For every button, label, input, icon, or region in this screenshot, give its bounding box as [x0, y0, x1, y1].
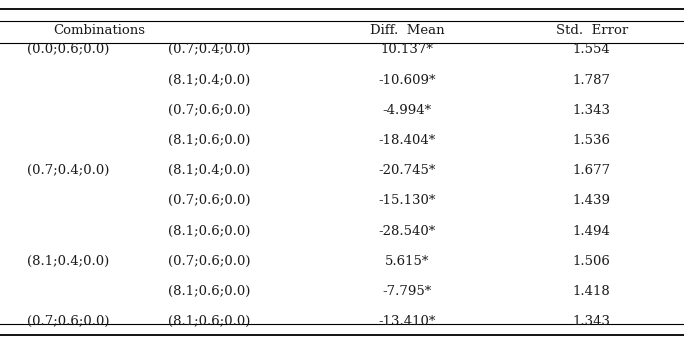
Text: (0.7;0.6;0.0): (0.7;0.6;0.0)	[27, 315, 110, 328]
Text: -28.540*: -28.540*	[378, 225, 436, 238]
Text: (0.7;0.6;0.0): (0.7;0.6;0.0)	[168, 104, 250, 117]
Text: -4.994*: -4.994*	[382, 104, 432, 117]
Text: 10.137*: 10.137*	[380, 43, 434, 56]
Text: (8.1;0.4;0.0): (8.1;0.4;0.0)	[27, 255, 109, 268]
Text: (8.1;0.6;0.0): (8.1;0.6;0.0)	[168, 315, 250, 328]
Text: 1.418: 1.418	[573, 285, 611, 298]
Text: 1.787: 1.787	[573, 74, 611, 87]
Text: Std.  Error: Std. Error	[555, 24, 628, 37]
Text: -7.795*: -7.795*	[382, 285, 432, 298]
Text: 1.554: 1.554	[573, 43, 611, 56]
Text: -13.410*: -13.410*	[378, 315, 436, 328]
Text: 1.439: 1.439	[573, 194, 611, 207]
Text: 1.677: 1.677	[573, 164, 611, 177]
Text: (0.7;0.4;0.0): (0.7;0.4;0.0)	[168, 43, 250, 56]
Text: 1.494: 1.494	[573, 225, 611, 238]
Text: Diff.  Mean: Diff. Mean	[369, 24, 445, 37]
Text: 1.506: 1.506	[573, 255, 611, 268]
Text: -15.130*: -15.130*	[378, 194, 436, 207]
Text: (8.1;0.4;0.0): (8.1;0.4;0.0)	[168, 164, 250, 177]
Text: (8.1;0.6;0.0): (8.1;0.6;0.0)	[168, 134, 250, 147]
Text: Combinations: Combinations	[53, 24, 145, 37]
Text: 1.343: 1.343	[573, 104, 611, 117]
Text: 5.615*: 5.615*	[385, 255, 429, 268]
Text: (8.1;0.6;0.0): (8.1;0.6;0.0)	[168, 225, 250, 238]
Text: (0.0;0.6;0.0): (0.0;0.6;0.0)	[27, 43, 109, 56]
Text: 1.343: 1.343	[573, 315, 611, 328]
Text: (8.1;0.4;0.0): (8.1;0.4;0.0)	[168, 74, 250, 87]
Text: -20.745*: -20.745*	[378, 164, 436, 177]
Text: (8.1;0.6;0.0): (8.1;0.6;0.0)	[168, 285, 250, 298]
Text: (0.7;0.6;0.0): (0.7;0.6;0.0)	[168, 194, 250, 207]
Text: -18.404*: -18.404*	[378, 134, 436, 147]
Text: 1.536: 1.536	[573, 134, 611, 147]
Text: -10.609*: -10.609*	[378, 74, 436, 87]
Text: (0.7;0.6;0.0): (0.7;0.6;0.0)	[168, 255, 250, 268]
Text: (0.7;0.4;0.0): (0.7;0.4;0.0)	[27, 164, 109, 177]
